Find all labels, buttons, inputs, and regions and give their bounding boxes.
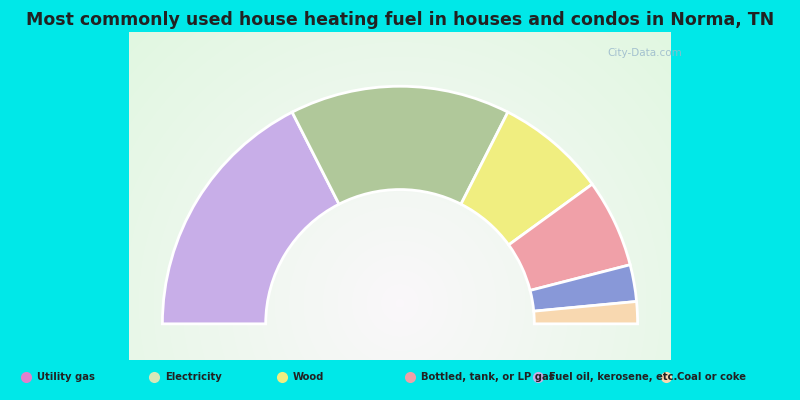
Circle shape [226, 129, 574, 400]
Circle shape [192, 95, 608, 400]
Circle shape [216, 119, 584, 400]
Circle shape [313, 216, 487, 390]
Circle shape [390, 294, 410, 313]
Circle shape [80, 0, 720, 400]
Circle shape [245, 148, 555, 400]
Circle shape [346, 250, 454, 356]
Wedge shape [530, 265, 637, 311]
Circle shape [187, 90, 613, 400]
Circle shape [46, 0, 754, 400]
Circle shape [386, 289, 414, 318]
Text: Bottled, tank, or LP gas: Bottled, tank, or LP gas [421, 372, 554, 382]
Circle shape [167, 71, 633, 400]
Circle shape [235, 138, 565, 400]
Text: Utility gas: Utility gas [37, 372, 94, 382]
Circle shape [357, 260, 443, 347]
Circle shape [105, 8, 695, 400]
Circle shape [240, 143, 560, 400]
Circle shape [337, 240, 463, 366]
Circle shape [381, 284, 419, 322]
Text: City-Data.com: City-Data.com [607, 48, 682, 58]
Wedge shape [461, 112, 592, 245]
Circle shape [56, 0, 744, 400]
Circle shape [153, 56, 647, 400]
Circle shape [395, 298, 405, 308]
Text: Wood: Wood [293, 372, 324, 382]
Circle shape [138, 42, 662, 400]
Text: Fuel oil, kerosene, etc.: Fuel oil, kerosene, etc. [549, 372, 677, 382]
Circle shape [230, 134, 570, 400]
Circle shape [197, 100, 603, 400]
Circle shape [259, 163, 541, 400]
Circle shape [119, 22, 681, 400]
Circle shape [211, 114, 589, 400]
Circle shape [13, 0, 787, 400]
Circle shape [327, 230, 473, 376]
Circle shape [294, 197, 506, 400]
Circle shape [32, 0, 768, 400]
Circle shape [206, 110, 594, 400]
Circle shape [202, 105, 598, 400]
Circle shape [371, 274, 429, 332]
Circle shape [134, 37, 666, 400]
Wedge shape [534, 302, 638, 324]
Circle shape [148, 51, 652, 400]
Circle shape [322, 226, 478, 381]
Circle shape [284, 187, 516, 400]
Circle shape [51, 0, 749, 400]
Circle shape [303, 206, 497, 400]
Circle shape [270, 172, 530, 400]
Circle shape [173, 76, 627, 400]
Circle shape [162, 66, 638, 400]
Circle shape [351, 255, 449, 352]
Circle shape [42, 0, 758, 400]
Circle shape [86, 0, 714, 400]
Circle shape [37, 0, 763, 400]
Circle shape [254, 158, 546, 400]
Circle shape [362, 264, 438, 342]
Circle shape [90, 0, 710, 400]
Circle shape [298, 202, 502, 400]
Circle shape [22, 0, 778, 400]
Circle shape [279, 182, 521, 400]
Circle shape [308, 211, 492, 395]
Circle shape [289, 192, 511, 400]
Circle shape [178, 80, 622, 400]
Wedge shape [509, 184, 630, 290]
Circle shape [124, 27, 676, 400]
Circle shape [100, 3, 700, 400]
Wedge shape [292, 86, 508, 204]
Circle shape [332, 235, 468, 371]
Circle shape [95, 0, 705, 400]
Text: Electricity: Electricity [165, 372, 222, 382]
Circle shape [250, 153, 550, 400]
Circle shape [66, 0, 734, 400]
Circle shape [27, 0, 773, 400]
Circle shape [274, 177, 526, 400]
Circle shape [265, 168, 535, 400]
Text: Coal or coke: Coal or coke [677, 372, 746, 382]
Circle shape [75, 0, 725, 400]
Circle shape [61, 0, 739, 400]
Circle shape [70, 0, 730, 400]
Circle shape [114, 18, 686, 400]
Circle shape [318, 221, 482, 386]
Circle shape [110, 13, 690, 400]
Circle shape [376, 279, 424, 327]
Circle shape [143, 46, 657, 400]
Circle shape [221, 124, 579, 400]
Wedge shape [162, 112, 339, 324]
Circle shape [182, 85, 618, 400]
Circle shape [129, 32, 671, 400]
Text: Most commonly used house heating fuel in houses and condos in Norma, TN: Most commonly used house heating fuel in… [26, 11, 774, 29]
Circle shape [18, 0, 782, 400]
Circle shape [158, 61, 642, 400]
Circle shape [366, 269, 434, 337]
Circle shape [342, 245, 458, 361]
